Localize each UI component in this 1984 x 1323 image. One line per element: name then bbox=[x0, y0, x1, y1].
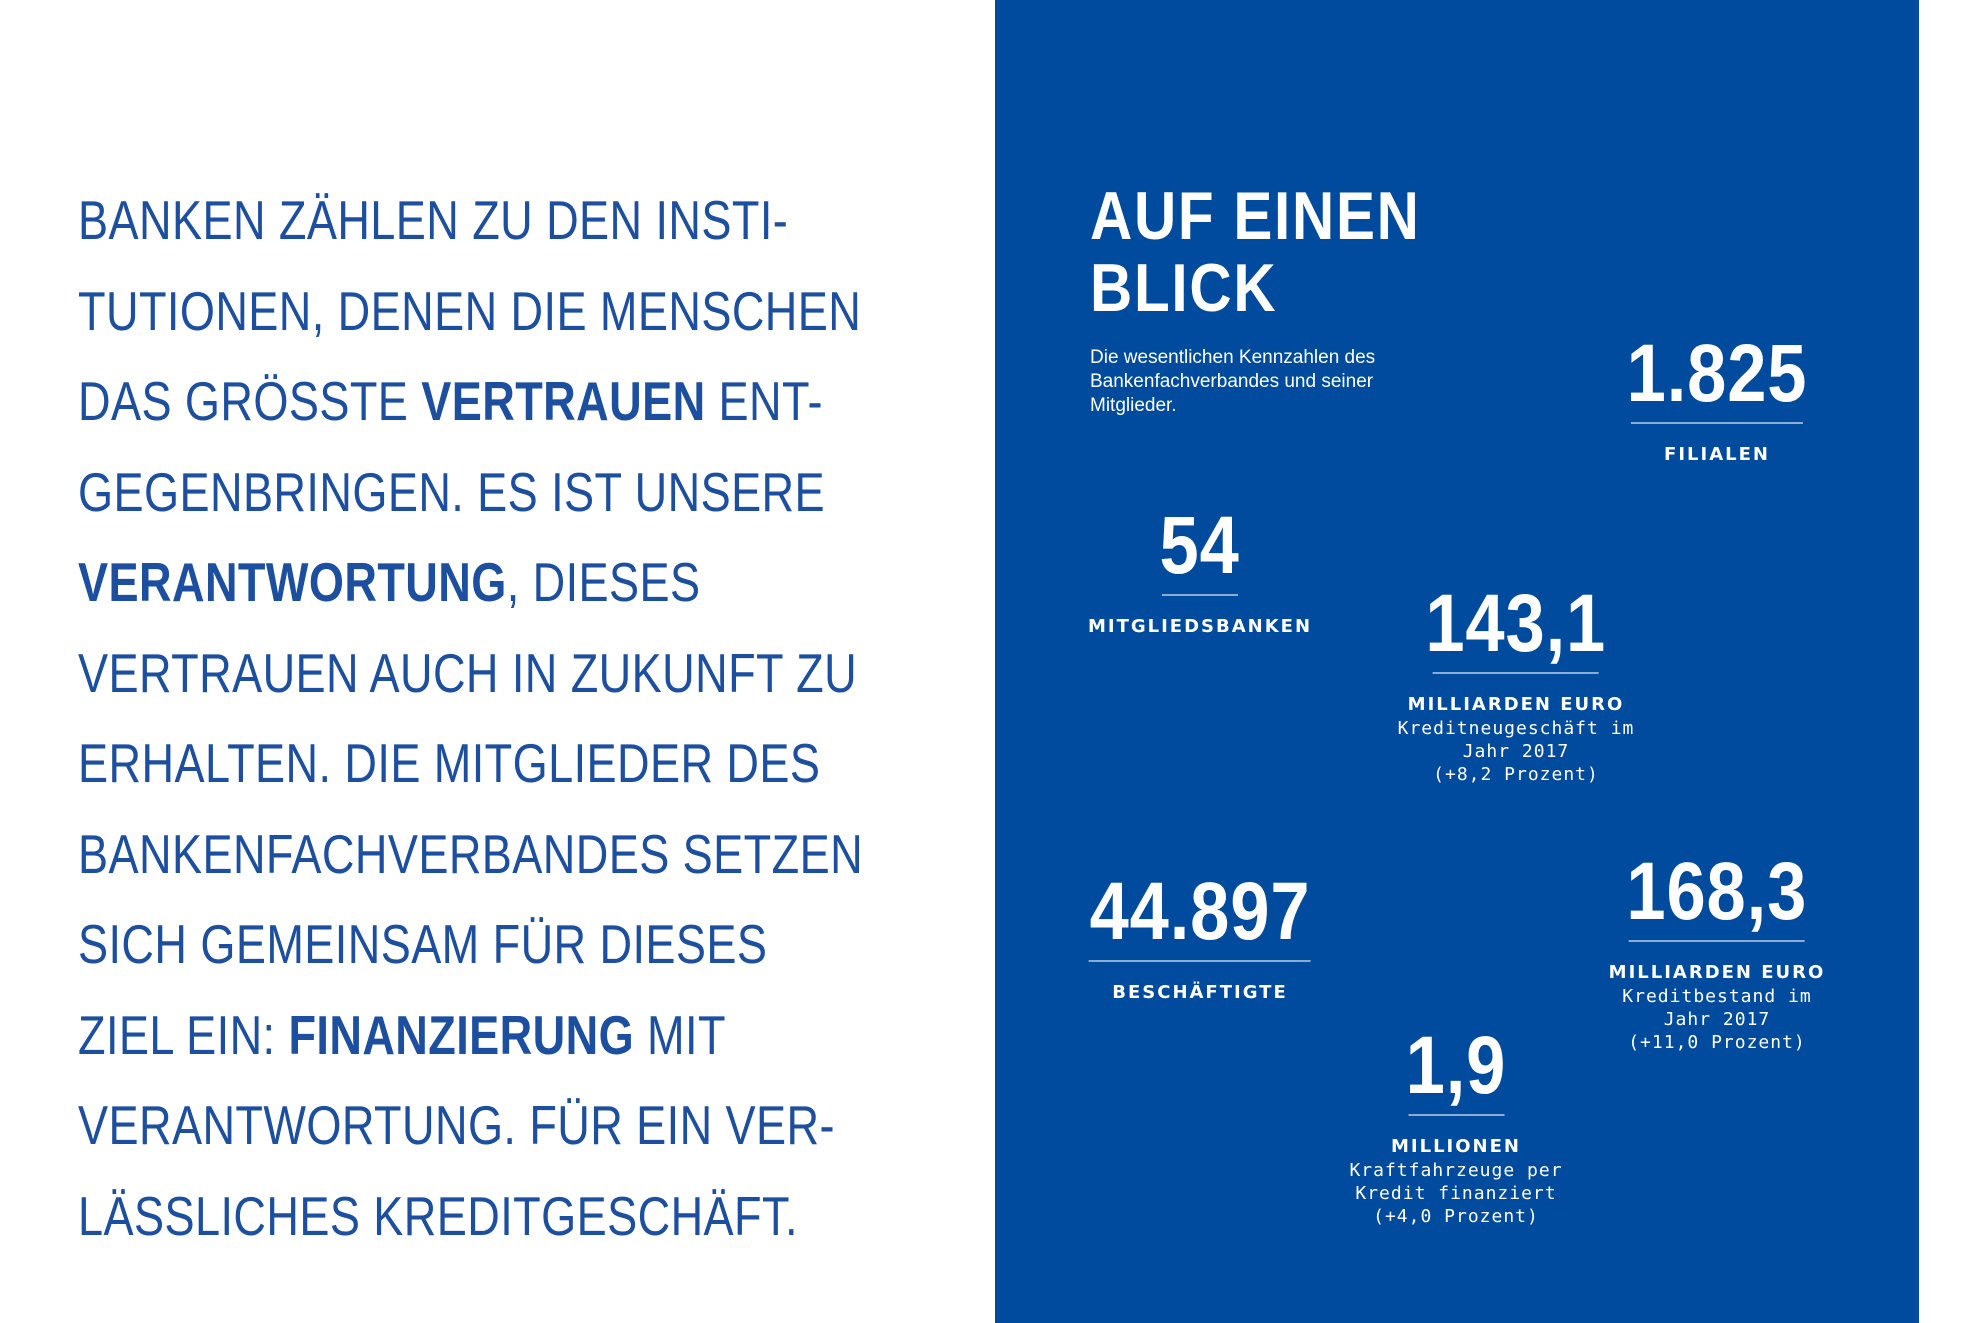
panel-title-line-1: AUF EINEN bbox=[1090, 178, 1421, 254]
statement-run: BANKENFACHVERBANDES SETZEN bbox=[78, 822, 864, 885]
stat-description-line: (+4,0 Prozent) bbox=[1373, 1206, 1539, 1227]
stat-description-line: Kraftfahrzeuge per bbox=[1349, 1160, 1563, 1181]
stat-value: 1,9 bbox=[1405, 1020, 1507, 1111]
stat-description-line: Kreditneugeschäft im bbox=[1397, 718, 1635, 739]
stat-description-line: Jahr 2017 bbox=[1663, 1009, 1771, 1030]
statement-run: MIT bbox=[634, 1003, 726, 1066]
stat-description: Kreditbestand im Jahr 2017 (+11,0 Prozen… bbox=[1609, 985, 1826, 1054]
statement-run: VERTRAUEN AUCH IN ZUKUNFT ZU bbox=[78, 641, 858, 704]
panel-title-line-2: BLICK bbox=[1090, 250, 1278, 326]
divider bbox=[1162, 594, 1238, 596]
statement-line: VERTRAUEN AUCH IN ZUKUNFT ZU bbox=[78, 628, 857, 719]
statement-run: LÄSSLICHES KREDITGESCHÄFT. bbox=[78, 1184, 798, 1247]
statement-line: GEGENBRINGEN. ES IST UNSERE bbox=[78, 447, 825, 538]
stat-unit: MILLIARDEN EURO bbox=[1407, 694, 1625, 715]
stat-description-line: (+8,2 Prozent) bbox=[1433, 764, 1599, 785]
stat-description-line: (+11,0 Prozent) bbox=[1628, 1032, 1806, 1053]
stat-unit: BESCHÄFTIGTE bbox=[1112, 982, 1288, 1003]
stat-beschaeftigte: 44.897 BESCHÄFTIGTE bbox=[1072, 868, 1329, 1003]
statement-run: ERHALTEN. DIE MITGLIEDER DES bbox=[78, 732, 821, 794]
divider bbox=[1407, 1114, 1504, 1116]
statement-emphasis: FINANZIERUNG bbox=[288, 1003, 635, 1066]
statement-run: GEGENBRINGEN. ES IST UNSERE bbox=[78, 460, 826, 523]
statement-line: BANKEN ZÄHLEN ZU DEN INSTI- bbox=[78, 175, 816, 266]
stat-mitgliedsbanken: 54 MITGLIEDSBANKEN bbox=[1087, 500, 1313, 638]
statement-text: BANKEN ZÄHLEN ZU DEN INSTI- TUTIONEN, DEN… bbox=[78, 175, 978, 1261]
statement-line: ERHALTEN. DIE MITGLIEDER DES bbox=[78, 718, 820, 809]
panel-subtitle: Die wesentlichen Kennzahlen des Bankenfa… bbox=[1090, 347, 1376, 416]
statement-line: LÄSSLICHES KREDITGESCHÄFT. bbox=[78, 1171, 816, 1262]
stat-description-line: Kredit finanziert bbox=[1355, 1183, 1557, 1204]
stat-unit: MITGLIEDSBANKEN bbox=[1087, 616, 1313, 637]
statement-line: VERANTWORTUNG. FÜR EIN VER- bbox=[78, 1080, 835, 1171]
stat-kraftfahrzeuge: 1,9 MILLIONEN Kraftfahrzeuge per Kredit … bbox=[1349, 1022, 1562, 1228]
statement-run: ENT- bbox=[705, 370, 823, 432]
statement-emphasis: VERTRAUEN bbox=[421, 370, 706, 432]
stat-unit: MILLIONEN bbox=[1391, 1136, 1521, 1157]
statement-line: TUTIONEN, DENEN DIE MENSCHEN bbox=[78, 266, 861, 357]
stat-value: 168,3 bbox=[1626, 846, 1808, 937]
stat-kreditneugeschaeft: 143,1 MILLIARDEN EURO Kreditneugeschäft … bbox=[1398, 580, 1635, 786]
statement-line: VERANTWORTUNG, DIESES bbox=[78, 537, 816, 628]
statement-line: DAS GRÖSSTE VERTRAUEN ENT- bbox=[78, 356, 822, 447]
stat-kreditbestand: 168,3 MILLIARDEN EURO Kreditbestand im J… bbox=[1609, 848, 1826, 1054]
stat-description: Kraftfahrzeuge per Kredit finanziert (+4… bbox=[1349, 1159, 1562, 1228]
stat-description: Kreditneugeschäft im Jahr 2017 (+8,2 Pro… bbox=[1398, 717, 1635, 786]
divider bbox=[1630, 422, 1803, 424]
statement-run: TUTIONEN, DENEN DIE MENSCHEN bbox=[78, 279, 862, 342]
statement-run: ZIEL EIN: bbox=[78, 1003, 289, 1066]
statement-run: SICH GEMEINSAM FÜR DIESES bbox=[78, 913, 768, 975]
key-figures-panel: AUF EINEN BLICK Die wesentlichen Kennzah… bbox=[995, 0, 1919, 1323]
stat-filialen: 1.825 FILIALEN bbox=[1612, 328, 1822, 466]
divider bbox=[1629, 940, 1805, 942]
panel-title: AUF EINEN BLICK bbox=[1090, 180, 1421, 324]
statement-run: DAS GRÖSSTE bbox=[78, 370, 422, 432]
statement-emphasis: VERANTWORTUNG bbox=[78, 551, 507, 613]
statement-line: BANKENFACHVERBANDES SETZEN bbox=[78, 809, 863, 900]
statement-line: ZIEL EIN: FINANZIERUNG MIT bbox=[78, 990, 816, 1081]
stat-value: 44.897 bbox=[1089, 866, 1311, 957]
statement-run: VERANTWORTUNG. FÜR EIN VER- bbox=[78, 1094, 835, 1156]
stat-value: 1.825 bbox=[1626, 328, 1808, 419]
statement-line: SICH GEMEINSAM FÜR DIESES bbox=[78, 899, 816, 990]
divider bbox=[1433, 672, 1599, 674]
stat-description-line: Kreditbestand im bbox=[1622, 986, 1812, 1007]
stat-description-line: Jahr 2017 bbox=[1462, 741, 1570, 762]
stat-unit: FILIALEN bbox=[1664, 444, 1770, 465]
stat-value: 143,1 bbox=[1425, 578, 1607, 669]
stat-value: 54 bbox=[1159, 500, 1241, 591]
statement-run: BANKEN ZÄHLEN ZU DEN INSTI- bbox=[78, 189, 789, 251]
stat-unit: MILLIARDEN EURO bbox=[1608, 962, 1826, 983]
statement-run: , DIESES bbox=[506, 551, 701, 613]
divider bbox=[1089, 960, 1311, 962]
